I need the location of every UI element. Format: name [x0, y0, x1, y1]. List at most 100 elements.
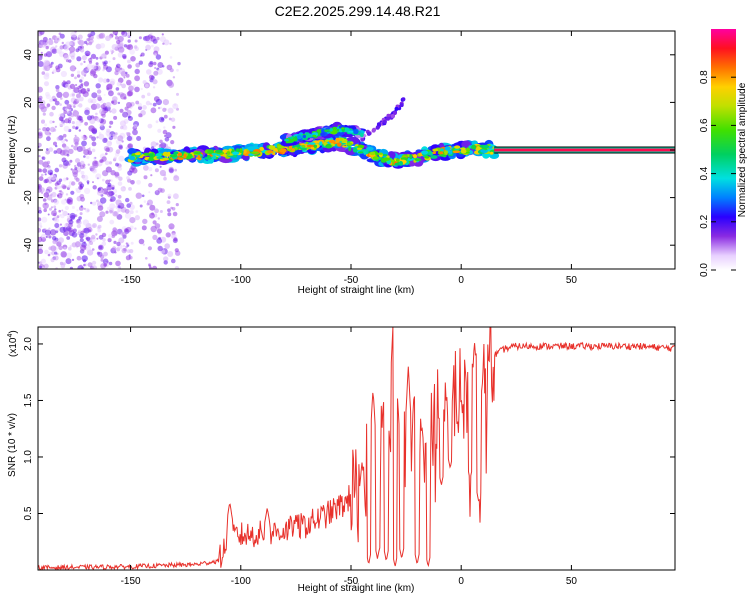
- trace-core: [488, 145, 493, 149]
- noise-speckle: [134, 227, 137, 230]
- noise-speckle: [86, 38, 90, 42]
- noise-speckle: [125, 71, 128, 75]
- noise-speckle: [60, 97, 63, 100]
- noise-speckle: [73, 136, 80, 143]
- noise-speckle: [96, 199, 99, 203]
- noise-speckle: [95, 112, 98, 116]
- noise-speckle: [121, 83, 126, 89]
- noise-speckle: [50, 193, 53, 197]
- noise-speckle: [38, 168, 42, 173]
- noise-speckle: [113, 156, 117, 160]
- noise-speckle: [109, 120, 114, 125]
- noise-speckle: [39, 31, 45, 35]
- trace-core: [353, 129, 359, 135]
- trace-core: [197, 154, 201, 159]
- noise-speckle: [127, 39, 131, 43]
- noise-speckle: [118, 237, 125, 244]
- noise-speckle: [99, 123, 104, 127]
- noise-speckle: [111, 234, 116, 239]
- noise-speckle: [60, 70, 67, 78]
- snr-series-line: [38, 327, 675, 570]
- noise-speckle: [53, 141, 57, 146]
- noise-speckle: [78, 39, 85, 46]
- noise-speckle: [172, 76, 176, 79]
- spectrogram-data: [38, 31, 675, 269]
- noise-speckle: [70, 31, 77, 38]
- noise-speckle: [49, 207, 52, 211]
- noise-speckle: [152, 265, 158, 269]
- noise-speckle: [56, 148, 63, 154]
- noise-speckle: [129, 49, 135, 55]
- noise-speckle: [64, 45, 70, 51]
- noise-speckle: [44, 249, 49, 255]
- noise-speckle: [63, 177, 67, 182]
- noise-speckle: [115, 194, 118, 197]
- noise-speckle: [137, 105, 143, 111]
- noise-speckle: [132, 129, 138, 136]
- noise-speckle: [153, 70, 159, 76]
- noise-speckle: [78, 206, 84, 211]
- noise-speckle: [81, 70, 87, 76]
- noise-speckle: [114, 171, 120, 177]
- snr-panel: -150 -100 -50 0 50 0.5 1.0 1.5 2.0 Height of str…: [7, 326, 676, 594]
- noise-speckle: [83, 155, 86, 158]
- noise-speckle: [71, 121, 75, 125]
- noise-speckle: [78, 221, 82, 225]
- noise-speckle: [125, 132, 129, 135]
- noise-speckle: [71, 93, 75, 97]
- noise-speckle: [80, 205, 83, 208]
- noise-speckle: [149, 35, 156, 42]
- noise-speckle: [55, 85, 60, 90]
- noise-speckle: [99, 43, 106, 49]
- noise-speckle: [117, 135, 124, 142]
- noise-speckle: [131, 167, 138, 174]
- noise-speckle: [83, 207, 86, 210]
- noise-speckle: [58, 245, 63, 251]
- colorbar-tick-label: 0.6: [699, 118, 710, 132]
- noise-speckle: [69, 51, 72, 54]
- noise-speckle: [87, 249, 94, 256]
- snr-x-tick-label: -100: [231, 576, 251, 587]
- noise-speckle: [79, 79, 83, 83]
- noise-speckle: [46, 106, 49, 109]
- noise-speckle: [96, 89, 102, 94]
- noise-speckle: [107, 206, 111, 211]
- trace-core: [483, 144, 489, 149]
- snr-y-tick-label: 0.5: [23, 506, 34, 520]
- noise-speckle: [85, 236, 91, 241]
- noise-speckle: [117, 101, 121, 105]
- noise-speckle: [56, 180, 61, 186]
- noise-speckle: [58, 190, 61, 193]
- noise-speckle: [38, 227, 42, 233]
- noise-speckle: [116, 63, 121, 69]
- noise-speckle: [117, 194, 122, 199]
- trace-core: [480, 149, 486, 153]
- noise-speckle: [69, 83, 76, 90]
- noise-speckle: [48, 180, 52, 184]
- spectrogram-y-tick-label: -40: [23, 238, 34, 253]
- chirp-mark: [366, 131, 371, 136]
- chirp-mark: [360, 137, 365, 142]
- noise-speckle: [71, 258, 75, 262]
- noise-speckle: [38, 176, 44, 182]
- trace-core: [216, 154, 221, 157]
- noise-speckle: [149, 266, 153, 269]
- noise-speckle: [95, 83, 101, 89]
- noise-speckle: [140, 52, 145, 57]
- noise-speckle: [164, 137, 170, 142]
- noise-speckle: [117, 166, 123, 171]
- noise-speckle: [117, 208, 121, 213]
- noise-speckle: [148, 191, 151, 194]
- noise-speckle: [120, 125, 124, 130]
- noise-speckle: [151, 44, 154, 48]
- noise-speckle: [134, 215, 140, 221]
- noise-speckle: [58, 209, 61, 213]
- noise-speckle: [98, 77, 104, 83]
- trace-core: [302, 134, 307, 139]
- noise-speckle: [91, 136, 96, 142]
- noise-speckle: [51, 95, 56, 101]
- noise-speckle: [109, 78, 116, 85]
- noise-speckle: [116, 39, 121, 45]
- noise-speckle: [43, 263, 49, 269]
- noise-speckle: [49, 229, 57, 236]
